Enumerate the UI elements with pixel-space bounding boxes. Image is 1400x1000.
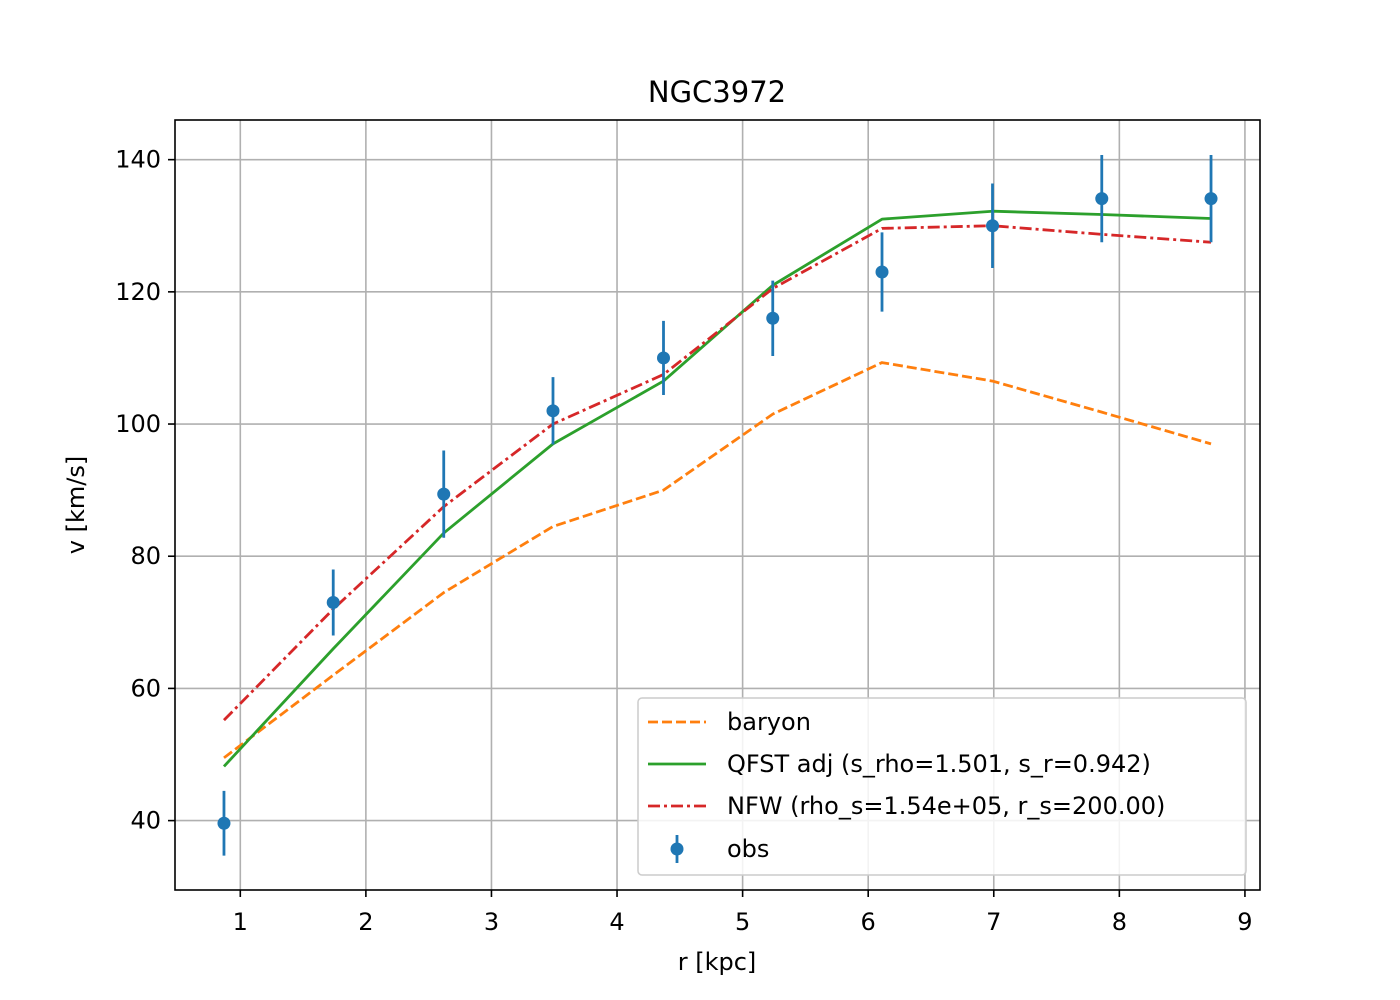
obs-point bbox=[437, 487, 451, 501]
y-tick-label: 120 bbox=[115, 278, 161, 306]
x-axis-label: r [kpc] bbox=[678, 948, 757, 976]
series-lines bbox=[222, 209, 1212, 768]
obs-point bbox=[875, 265, 889, 279]
obs-point bbox=[986, 219, 1000, 233]
nfw-line bbox=[222, 224, 1212, 722]
obs-point bbox=[1204, 192, 1218, 206]
qfst-adj-line bbox=[222, 209, 1212, 768]
y-tick-label: 40 bbox=[130, 807, 161, 835]
obs-points bbox=[217, 155, 1218, 856]
grid bbox=[175, 120, 1260, 890]
x-tick-label: 6 bbox=[861, 908, 876, 936]
legend-label-obs: obs bbox=[727, 835, 769, 863]
x-tick-label: 8 bbox=[1112, 908, 1127, 936]
legend-swatch-obs-marker bbox=[670, 842, 684, 856]
baryon-line bbox=[223, 361, 1212, 759]
y-axis-label: v [km/s] bbox=[62, 456, 90, 554]
obs-point bbox=[1095, 192, 1109, 206]
x-tick-label: 7 bbox=[986, 908, 1001, 936]
legend-label-nfw: NFW (rho_s=1.54e+05, r_s=200.00) bbox=[727, 792, 1165, 820]
obs-point bbox=[217, 816, 231, 830]
obs-point bbox=[766, 311, 780, 325]
chart-title: NGC3972 bbox=[648, 75, 786, 109]
legend-label-qfst: QFST adj (s_rho=1.501, s_r=0.942) bbox=[727, 750, 1151, 778]
legend-label-baryon: baryon bbox=[727, 708, 811, 736]
x-tick-label: 5 bbox=[735, 908, 750, 936]
x-tick-label: 1 bbox=[233, 908, 248, 936]
plot-frame bbox=[174, 119, 1261, 891]
y-tick-label: 100 bbox=[115, 410, 161, 438]
x-axis-ticks: 1 2 3 4 5 6 7 8 9 bbox=[233, 890, 1253, 936]
obs-point bbox=[657, 351, 671, 365]
x-tick-label: 4 bbox=[609, 908, 624, 936]
obs-point bbox=[326, 595, 340, 609]
legend-box bbox=[637, 697, 1247, 876]
y-tick-label: 140 bbox=[115, 146, 161, 174]
y-tick-label: 80 bbox=[130, 542, 161, 570]
legend: baryon QFST adj (s_rho=1.501, s_r=0.942)… bbox=[637, 697, 1247, 876]
obs-point bbox=[546, 404, 560, 418]
x-tick-label: 2 bbox=[358, 908, 373, 936]
y-axis-ticks: 40 60 80 100 120 140 bbox=[115, 146, 175, 835]
y-tick-label: 60 bbox=[130, 674, 161, 702]
x-tick-label: 3 bbox=[484, 908, 499, 936]
x-tick-label: 9 bbox=[1237, 908, 1252, 936]
